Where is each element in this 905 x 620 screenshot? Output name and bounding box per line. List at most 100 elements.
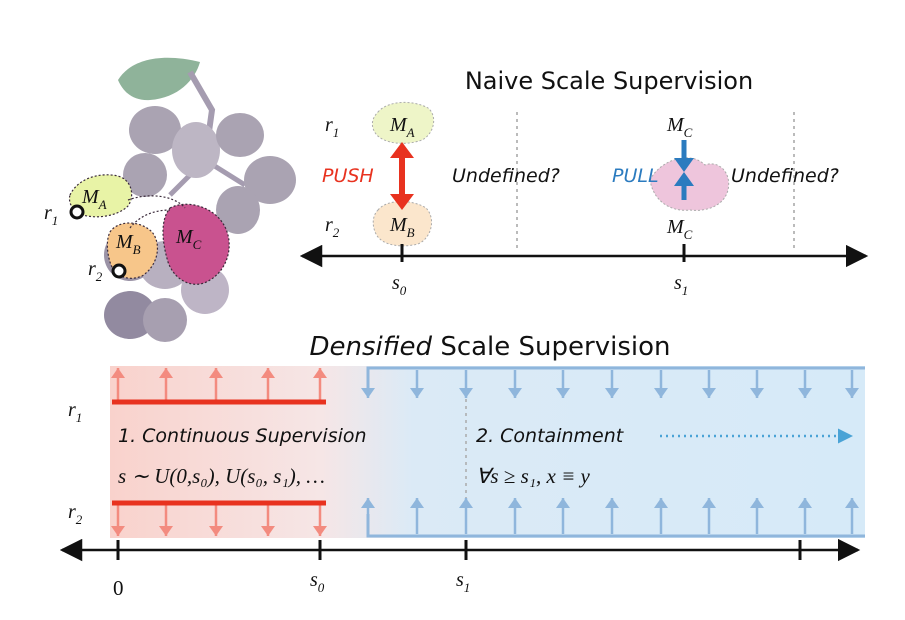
svg-text:r1: r1 — [44, 202, 58, 228]
naive-s1-sub: 1 — [682, 283, 689, 298]
point-r2-marker — [111, 263, 127, 279]
leaf-icon — [118, 57, 200, 101]
red-up-arrow — [261, 368, 275, 400]
containment-formula: ∀s ≥ s₁, x ≡ y — [476, 464, 591, 488]
naive-r1-sub: 1 — [333, 125, 340, 140]
dense-r2-sub: 2 — [76, 512, 83, 527]
grape-r1-label: r — [44, 202, 52, 224]
dense-s0-sub: 0 — [318, 580, 325, 595]
svg-text:r1: r1 — [68, 399, 82, 425]
grape-r1-sub: 1 — [52, 213, 59, 228]
svg-text:s0: s0 — [310, 569, 325, 595]
red-down-arrow — [159, 505, 173, 536]
push-arrow-icon — [390, 142, 414, 210]
blue-up-arrow — [750, 498, 764, 534]
naive-mask-b-blob — [372, 201, 433, 247]
naive-panel: Naive Scale Supervision MA MB MC MC r1 r… — [299, 67, 869, 298]
red-down-arrow — [209, 505, 223, 536]
blue-up-arrow — [702, 498, 716, 534]
naive-title: Naive Scale Supervision — [465, 67, 753, 95]
red-down-arrow — [313, 505, 327, 536]
dense-title-italic: Densified — [310, 332, 433, 362]
grape-mask-b-label: M — [115, 231, 134, 253]
svg-text:r2: r2 — [325, 214, 340, 240]
grape-illustration: MA MB MC r1 r2 — [44, 57, 296, 342]
grape-mask-c-label: M — [175, 226, 194, 248]
naive-s0-label: s — [392, 272, 400, 294]
svg-text:s1: s1 — [674, 272, 688, 298]
naive-mc-bottom-label: M — [666, 216, 685, 238]
continuous-supervision-label: 1. Continuous Supervision — [118, 425, 367, 447]
svg-text:MB: MB — [389, 214, 415, 240]
naive-r2-label: r — [325, 214, 333, 236]
svg-text:MB: MB — [115, 231, 141, 257]
dense-r1-sub: 1 — [76, 410, 83, 425]
undefined-right-label: Undefined? — [731, 165, 839, 187]
grape-mask-a-sub: A — [98, 197, 107, 212]
dense-s1-label: s — [456, 569, 464, 591]
blue-up-arrow — [410, 498, 424, 534]
red-up-arrow — [209, 368, 223, 400]
svg-text:MA: MA — [389, 114, 415, 140]
naive-r2-sub: 2 — [333, 225, 340, 240]
naive-ma-sub: A — [406, 125, 415, 140]
blue-down-arrow — [798, 370, 812, 398]
blue-down-arrow — [845, 370, 859, 398]
svg-text:r1: r1 — [325, 114, 339, 140]
grape-mask-b-sub: B — [133, 242, 141, 257]
naive-r1-label: r — [325, 114, 333, 136]
red-down-arrow — [261, 505, 275, 536]
blue-up-arrow — [508, 498, 522, 534]
push-label: PUSH — [322, 165, 374, 187]
dense-title: Densified Scale Supervision — [310, 332, 671, 362]
svg-text:MC: MC — [666, 114, 693, 140]
svg-text:s0: s0 — [392, 272, 407, 298]
dense-tick-0-label: 0 — [113, 576, 124, 600]
naive-s0-sub: 0 — [400, 283, 407, 298]
dense-title-rest: Scale Supervision — [432, 332, 670, 362]
naive-mc-top-label: M — [666, 114, 685, 136]
grape-mask-a-label: M — [81, 186, 100, 208]
naive-s1-label: s — [674, 272, 682, 294]
svg-text:MA: MA — [81, 186, 107, 212]
continuous-arrows — [111, 368, 327, 536]
red-up-arrow — [159, 368, 173, 400]
dense-r2-label: r — [68, 501, 76, 523]
svg-text:MC: MC — [666, 216, 693, 242]
grape-r2-label: r — [88, 258, 96, 280]
containment-label: 2. Containment — [476, 425, 625, 447]
blue-down-arrow — [750, 370, 764, 398]
continuous-formula: s ∼ U(0,s₀), U(s₀, s₁), … — [118, 464, 325, 488]
blue-up-arrow — [654, 498, 668, 534]
blue-down-arrow — [508, 370, 522, 398]
naive-mb-label: M — [389, 214, 408, 236]
blue-down-arrow — [654, 370, 668, 398]
mask-a-region — [68, 174, 133, 218]
blue-down-arrow — [556, 370, 570, 398]
red-up-arrow — [111, 368, 125, 400]
naive-mask-a-blob — [371, 102, 435, 144]
blue-down-arrow — [410, 370, 424, 398]
blue-up-arrow — [798, 498, 812, 534]
blue-up-arrow — [845, 498, 859, 534]
blue-down-arrow — [361, 370, 375, 398]
blue-up-arrow — [361, 498, 375, 534]
point-r1-marker — [69, 204, 85, 220]
red-up-arrow — [313, 368, 327, 400]
dense-r1-label: r — [68, 399, 76, 421]
blue-up-arrow — [459, 498, 473, 534]
undefined-left-label: Undefined? — [452, 165, 560, 187]
grape-r2-sub: 2 — [96, 269, 103, 284]
naive-mb-sub: B — [407, 225, 415, 240]
mask-c-region — [162, 203, 230, 285]
svg-text:MC: MC — [175, 226, 202, 252]
grape-mask-c-sub: C — [193, 237, 202, 252]
naive-ma-label: M — [389, 114, 408, 136]
blue-up-arrow — [605, 498, 619, 534]
dense-background — [110, 366, 865, 538]
pull-label: PULL — [612, 165, 659, 187]
containment-arrows — [361, 370, 859, 534]
svg-text:r2: r2 — [88, 258, 103, 284]
pull-arrow-icon — [674, 140, 694, 200]
svg-text:r2: r2 — [68, 501, 83, 527]
